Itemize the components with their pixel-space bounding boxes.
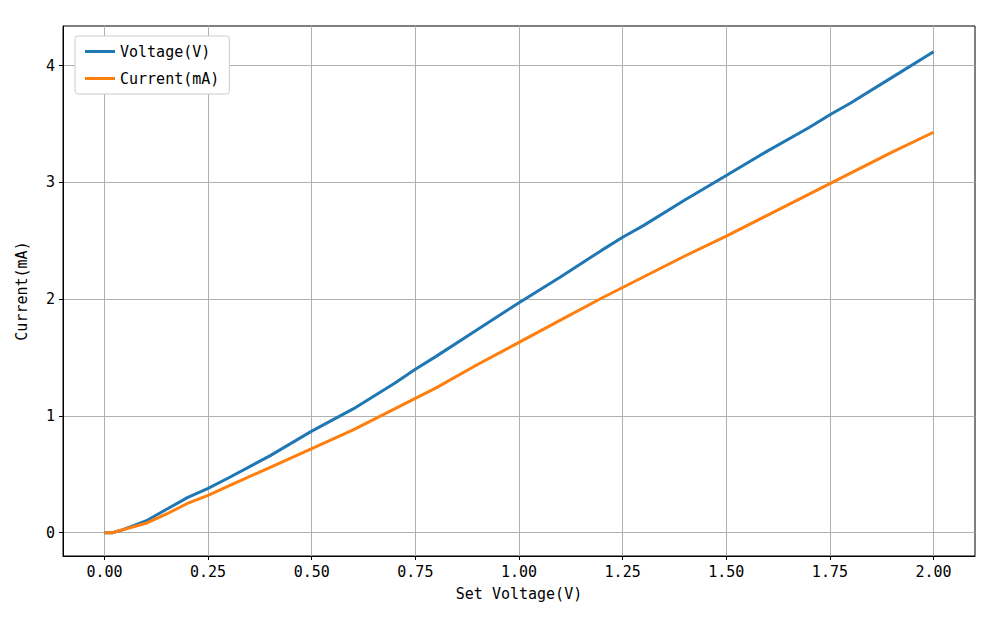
svg-text:0.50: 0.50 <box>294 563 330 581</box>
svg-text:1.25: 1.25 <box>605 563 641 581</box>
svg-text:2: 2 <box>46 290 55 308</box>
svg-text:0.00: 0.00 <box>86 563 122 581</box>
svg-text:1.75: 1.75 <box>812 563 848 581</box>
svg-text:2.00: 2.00 <box>915 563 951 581</box>
svg-text:3: 3 <box>46 173 55 191</box>
svg-text:1.50: 1.50 <box>708 563 744 581</box>
svg-text:1: 1 <box>46 407 55 425</box>
svg-text:Voltage(V): Voltage(V) <box>120 43 210 61</box>
svg-text:Current(mA): Current(mA) <box>13 241 31 340</box>
svg-text:Set Voltage(V): Set Voltage(V) <box>456 585 582 603</box>
svg-text:1.00: 1.00 <box>501 563 537 581</box>
svg-text:4: 4 <box>46 57 55 75</box>
svg-text:0.25: 0.25 <box>190 563 226 581</box>
svg-text:0.75: 0.75 <box>397 563 433 581</box>
svg-text:Current(mA): Current(mA) <box>120 70 219 88</box>
svg-text:0: 0 <box>46 524 55 542</box>
